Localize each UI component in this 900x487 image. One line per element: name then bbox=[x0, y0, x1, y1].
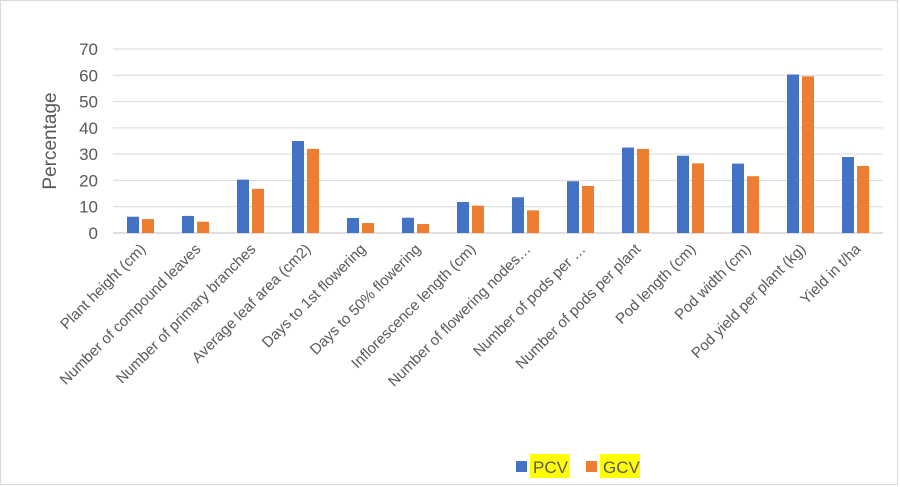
bar-gcv bbox=[637, 148, 649, 233]
bar-gcv bbox=[252, 188, 264, 233]
bar-pcv bbox=[677, 155, 689, 233]
x-category-label: Yield in t/ha bbox=[797, 240, 865, 308]
y-tick-label: 70 bbox=[79, 40, 98, 59]
legend-highlight bbox=[530, 454, 570, 478]
y-tick-label: 30 bbox=[79, 145, 98, 164]
bar-pcv bbox=[732, 163, 744, 233]
bar-pcv bbox=[622, 147, 634, 233]
bar-pcv bbox=[567, 181, 579, 233]
legend-swatch-pcv bbox=[516, 461, 527, 472]
legend-label-gcv: GCV bbox=[603, 458, 641, 477]
x-category-label: Pod yield per plant (kg) bbox=[688, 241, 809, 362]
bar-pcv bbox=[787, 74, 799, 233]
y-tick-label: 20 bbox=[79, 171, 98, 190]
legend-highlight bbox=[600, 454, 640, 478]
y-axis-label: Percentage bbox=[40, 92, 61, 189]
bars bbox=[127, 74, 869, 233]
y-tick-label: 50 bbox=[79, 93, 98, 112]
bar-gcv bbox=[142, 219, 154, 233]
x-axis-categories: Plant height (cm)Number of compound leav… bbox=[57, 240, 865, 390]
y-tick-label: 60 bbox=[79, 66, 98, 85]
bar-pcv bbox=[347, 218, 359, 233]
bar-gcv bbox=[527, 210, 539, 233]
y-axis-ticks: 0 10 20 30 40 50 60 70 bbox=[79, 40, 98, 243]
bar-gcv bbox=[362, 223, 374, 233]
bar-gcv bbox=[857, 165, 869, 233]
y-tick-label: 10 bbox=[79, 198, 98, 217]
bar-pcv bbox=[842, 157, 854, 233]
bar-pcv bbox=[127, 216, 139, 233]
bar-gcv bbox=[417, 224, 429, 233]
y-tick-label: 40 bbox=[79, 119, 98, 138]
legend-swatch-gcv bbox=[586, 461, 597, 472]
legend: PCV GCV bbox=[516, 454, 641, 478]
bar-pcv bbox=[292, 141, 304, 233]
bar-gcv bbox=[307, 148, 319, 233]
bar-gcv bbox=[582, 185, 594, 233]
bar-pcv bbox=[457, 201, 469, 233]
bar-gcv bbox=[802, 76, 814, 233]
bar-pcv bbox=[402, 217, 414, 233]
bar-gcv bbox=[747, 176, 759, 233]
bar-pcv bbox=[237, 179, 249, 233]
bar-gcv bbox=[197, 221, 209, 233]
bar-pcv bbox=[512, 197, 524, 233]
x-category-label: Days to 50% flowering bbox=[307, 241, 425, 359]
bar-gcv bbox=[472, 205, 484, 233]
gridlines bbox=[113, 48, 883, 234]
y-tick-label: 0 bbox=[89, 224, 98, 243]
legend-label-pcv: PCV bbox=[533, 458, 569, 477]
bar-gcv bbox=[692, 163, 704, 233]
x-category-label: Days to 1st flowering bbox=[259, 241, 369, 351]
bar-pcv bbox=[182, 215, 194, 233]
